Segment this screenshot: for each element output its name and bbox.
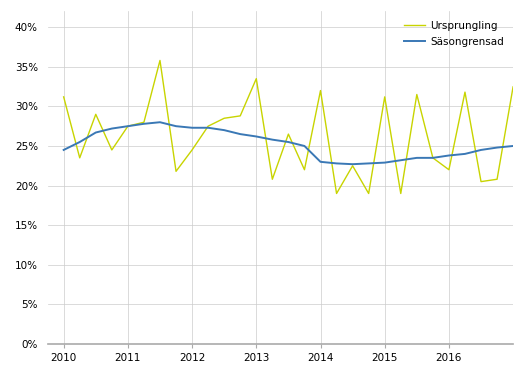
Säsongrensad — [381, 160, 388, 165]
Säsongrensad — [398, 158, 404, 163]
Ursprungling — [93, 112, 99, 116]
Säsongrensad — [253, 134, 259, 139]
Säsongrensad — [285, 140, 291, 144]
Säsongrensad — [526, 142, 529, 147]
Säsongrensad — [494, 145, 500, 150]
Ursprungling — [398, 191, 404, 196]
Ursprungling — [77, 156, 83, 160]
Ursprungling — [317, 88, 324, 93]
Line: Säsongrensad: Säsongrensad — [63, 122, 529, 164]
Ursprungling — [366, 191, 372, 196]
Ursprungling — [414, 92, 420, 97]
Säsongrensad — [446, 153, 452, 158]
Säsongrensad — [93, 130, 99, 135]
Ursprungling — [510, 84, 516, 89]
Säsongrensad — [108, 126, 115, 131]
Ursprungling — [430, 156, 436, 160]
Säsongrensad — [430, 156, 436, 160]
Ursprungling — [60, 94, 67, 99]
Säsongrensad — [77, 140, 83, 144]
Säsongrensad — [269, 137, 276, 142]
Line: Ursprungling: Ursprungling — [63, 60, 529, 194]
Ursprungling — [189, 148, 195, 152]
Ursprungling — [108, 148, 115, 152]
Ursprungling — [462, 90, 468, 94]
Säsongrensad — [125, 124, 131, 129]
Säsongrensad — [205, 125, 211, 130]
Ursprungling — [333, 191, 340, 196]
Säsongrensad — [366, 161, 372, 166]
Ursprungling — [494, 177, 500, 181]
Säsongrensad — [462, 152, 468, 156]
Säsongrensad — [317, 160, 324, 164]
Säsongrensad — [237, 132, 243, 136]
Ursprungling — [526, 156, 529, 160]
Legend: Ursprungling, Säsongrensad: Ursprungling, Säsongrensad — [400, 17, 508, 51]
Ursprungling — [285, 132, 291, 136]
Ursprungling — [350, 164, 356, 168]
Säsongrensad — [302, 144, 308, 148]
Säsongrensad — [333, 161, 340, 166]
Säsongrensad — [157, 120, 163, 124]
Ursprungling — [205, 124, 211, 129]
Säsongrensad — [141, 122, 147, 126]
Säsongrensad — [510, 144, 516, 148]
Ursprungling — [141, 120, 147, 124]
Ursprungling — [221, 116, 227, 121]
Ursprungling — [253, 76, 259, 81]
Ursprungling — [237, 114, 243, 118]
Säsongrensad — [189, 125, 195, 130]
Ursprungling — [173, 169, 179, 174]
Ursprungling — [157, 58, 163, 63]
Säsongrensad — [414, 156, 420, 160]
Ursprungling — [446, 167, 452, 172]
Säsongrensad — [173, 124, 179, 129]
Säsongrensad — [60, 148, 67, 152]
Ursprungling — [302, 167, 308, 172]
Säsongrensad — [221, 128, 227, 132]
Ursprungling — [125, 124, 131, 129]
Ursprungling — [269, 177, 276, 181]
Säsongrensad — [350, 162, 356, 166]
Säsongrensad — [478, 148, 484, 152]
Ursprungling — [381, 94, 388, 99]
Ursprungling — [478, 179, 484, 184]
